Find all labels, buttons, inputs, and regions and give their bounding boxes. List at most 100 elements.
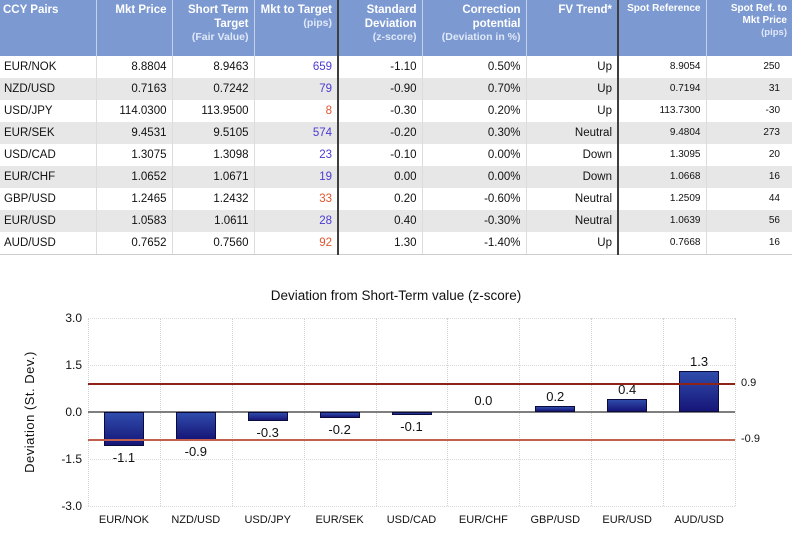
cell-correction: 0.50% — [422, 56, 527, 78]
cell-target: 8.9463 — [172, 56, 255, 78]
bar-value-label: 0.0 — [474, 393, 493, 408]
fx-pairs-table: CCY Pairs Mkt Price Short Term Target (Fair… — [0, 0, 792, 255]
zscore-bar-chart: Deviation from Short-Term value (z-score… — [0, 285, 792, 535]
cell-spot_pips: -30 — [765, 105, 780, 116]
h-gridline — [88, 318, 735, 319]
cell-trend: Up — [526, 78, 619, 100]
col-title: FV Trend* — [558, 4, 612, 16]
cell-mkt_price: 114.0300 — [96, 100, 173, 122]
cell-correction: 0.20% — [422, 100, 527, 122]
x-tick-label: GBP/USD — [530, 514, 581, 526]
table-body: EUR/NOK 8.8804 8.9463 659 -1.10 0.50% Up 8.9054… — [0, 56, 792, 255]
bar-value-label: 0.4 — [618, 382, 637, 398]
table-row-GBP/USD: GBP/USD 1.2465 1.2432 33 0.20 -0.60% Neutral 1.… — [0, 188, 792, 210]
cell-trend: Neutral — [526, 210, 619, 232]
cell-pair: NZD/USD — [0, 78, 97, 100]
y-tick-label: 0.0 — [65, 405, 82, 419]
cell-pips: 28 — [254, 210, 339, 232]
cell-pips: 33 — [254, 188, 339, 210]
cell-trend: Up — [526, 232, 619, 255]
table-row-USD/CAD: USD/CAD 1.3075 1.3098 23 -0.10 0.00% Down 1.309… — [0, 144, 792, 166]
cell-correction: 0.00% — [422, 166, 527, 188]
cell-target: 1.3098 — [172, 144, 255, 166]
cell-spot_pips: 16 — [706, 232, 792, 255]
col-header-spot_ref: Spot Reference — [618, 0, 707, 56]
col-title: Mkt to Target — [260, 4, 332, 16]
threshold-line — [88, 439, 735, 442]
cell-pips: 23 — [254, 144, 339, 166]
bar-GBP/USD — [535, 405, 576, 412]
cell-pips: 79 — [254, 78, 339, 100]
cell-z: -0.30 — [338, 100, 423, 122]
table-row-EUR/SEK: EUR/SEK 9.4531 9.5105 574 -0.20 0.30% Neutral 9… — [0, 122, 792, 144]
bar-USD/CAD — [391, 412, 432, 416]
col-subtitle: (pips) — [303, 17, 332, 29]
col-title: Standard Deviation — [364, 4, 417, 30]
cell-spot_pips: 56 — [768, 215, 780, 226]
col-title: Spot Reference — [627, 3, 701, 14]
cell-mkt_price: 1.0652 — [96, 166, 173, 188]
h-gridline — [88, 459, 735, 460]
header-row: CCY Pairs Mkt Price Short Term Target (Fair… — [0, 0, 792, 56]
bar-value-label: -0.2 — [328, 422, 351, 438]
v-gridline — [735, 318, 736, 506]
cell-spot_ref: 1.3095 — [618, 144, 707, 166]
cell-correction: 0.00% — [422, 144, 527, 166]
cell-target: 0.7242 — [172, 78, 255, 100]
col-header-target: Short Term Target (Fair Value) — [172, 0, 255, 56]
col-header-trend: FV Trend* — [526, 0, 619, 56]
cell-z: -1.10 — [338, 56, 423, 78]
col-header-mkt_price: Mkt Price — [96, 0, 173, 56]
x-tick-label: USD/JPY — [244, 514, 291, 526]
col-title: CCY Pairs — [3, 4, 59, 16]
bar-value-label: -0.1 — [400, 419, 423, 435]
cell-z: -0.90 — [338, 78, 423, 100]
cell-pair: GBP/USD — [0, 188, 97, 210]
y-tick-label: -3.0 — [61, 499, 82, 513]
cell-mkt_price: 0.7163 — [96, 78, 173, 100]
cell-target: 1.0611 — [172, 210, 255, 232]
cell-spot_ref: 113.7300 — [618, 100, 707, 122]
table-row-USD/JPY: USD/JPY 114.0300 113.9500 8 -0.30 0.20% Up 113.… — [0, 100, 792, 122]
cell-spot_ref: 1.0639 — [618, 210, 707, 232]
cell-pair: EUR/CHF — [0, 166, 97, 188]
cell-mkt_price: 1.0583 — [96, 210, 173, 232]
threshold-line — [88, 382, 735, 385]
col-title: Mkt Price — [115, 4, 167, 16]
col-header-pair: CCY Pairs — [0, 0, 97, 56]
table-row-AUD/USD: AUD/USD 0.7652 0.7560 92 1.30 -1.40% Up 0.7668 1… — [0, 232, 792, 255]
cell-spot_ref: 8.9054 — [618, 56, 707, 78]
cell-pair: AUD/USD — [0, 232, 97, 255]
cell-pair: EUR/NOK — [0, 56, 97, 78]
y-tick-label: 1.5 — [65, 358, 82, 372]
cell-z: 0.00 — [338, 166, 423, 188]
cell-correction: 0.30% — [422, 122, 527, 144]
plot-area: -1.1 -0.9 -0.3 -0.2 -0.1 0.0 0.2 0.4 1.3 — [88, 318, 736, 507]
cell-spot_ref: 0.7668 — [618, 232, 707, 255]
cell-trend: Up — [526, 56, 619, 78]
cell-pips: 19 — [254, 166, 339, 188]
cell-trend: Down — [526, 166, 619, 188]
table-row-EUR/CHF: EUR/CHF 1.0652 1.0671 19 0.00 0.00% Down 1.0668… — [0, 166, 792, 188]
cell-mkt_price: 8.8804 — [96, 56, 173, 78]
col-subtitle: (z-score) — [372, 31, 417, 43]
cell-mkt_price: 1.3075 — [96, 144, 173, 166]
table-row-EUR/NOK: EUR/NOK 8.8804 8.9463 659 -1.10 0.50% Up 8.9054… — [0, 56, 792, 78]
bar-EUR/SEK — [319, 412, 360, 419]
bar-value-label: -0.9 — [184, 444, 208, 460]
col-subtitle: (Fair Value) — [191, 31, 249, 43]
cell-correction: -0.30% — [422, 210, 527, 232]
table-row-NZD/USD: NZD/USD 0.7163 0.7242 79 -0.90 0.70% Up 0.7194 3… — [0, 78, 792, 100]
y-tick-label: 3.0 — [65, 311, 82, 325]
table-header: CCY Pairs Mkt Price Short Term Target (Fair… — [0, 0, 792, 56]
cell-spot_ref: 1.2509 — [618, 188, 707, 210]
x-tick-label: AUD/USD — [674, 514, 724, 526]
h-gridline — [88, 506, 735, 507]
x-tick-label: EUR/USD — [602, 514, 652, 526]
cell-trend: Neutral — [526, 122, 619, 144]
cell-trend: Down — [526, 144, 619, 166]
cell-target: 9.5105 — [172, 122, 255, 144]
cell-spot_ref: 1.0668 — [618, 166, 707, 188]
col-header-z: Standard Deviation (z-score) — [338, 0, 423, 56]
